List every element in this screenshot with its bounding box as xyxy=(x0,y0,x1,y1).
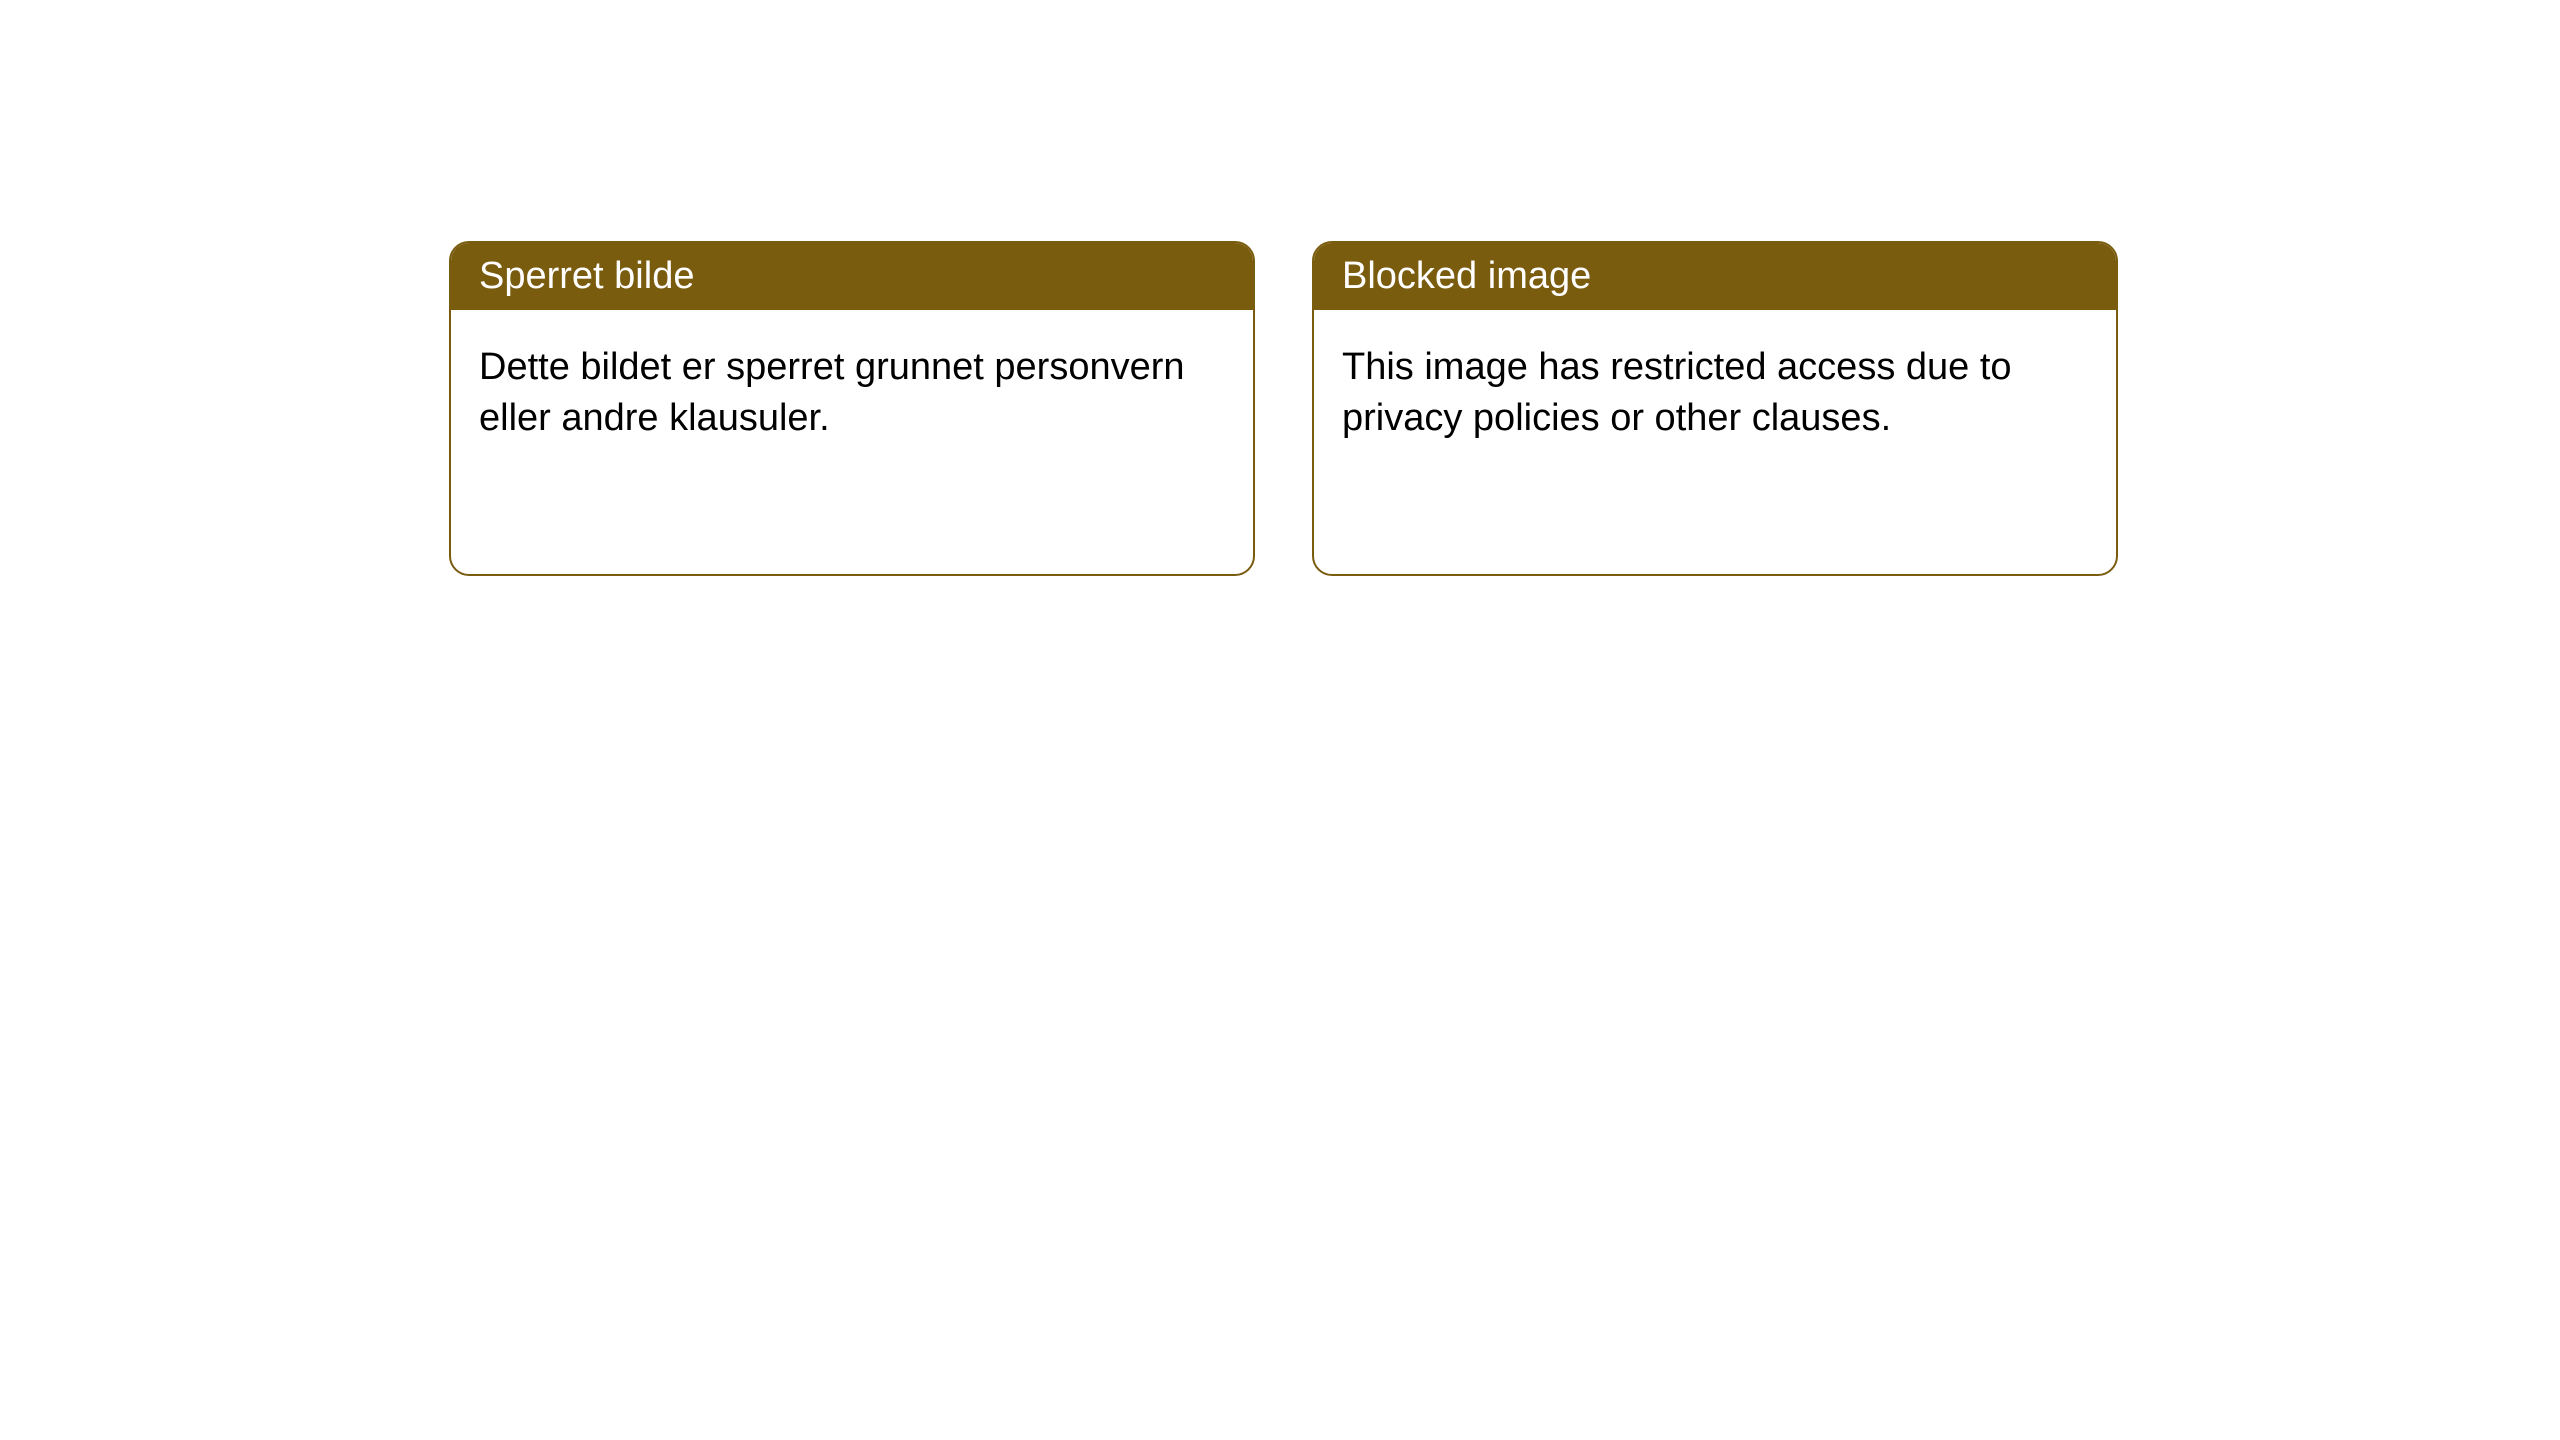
card-title: Sperret bilde xyxy=(479,255,694,297)
card-body: Dette bildet er sperret grunnet personve… xyxy=(451,310,1253,477)
card-body: This image has restricted access due to … xyxy=(1314,310,2116,477)
notice-container: Sperret bilde Dette bildet er sperret gr… xyxy=(0,0,2560,576)
card-message: This image has restricted access due to … xyxy=(1342,346,2012,439)
card-header: Sperret bilde xyxy=(451,243,1253,310)
card-message: Dette bildet er sperret grunnet personve… xyxy=(479,346,1185,439)
notice-card-norwegian: Sperret bilde Dette bildet er sperret gr… xyxy=(449,241,1255,576)
card-title: Blocked image xyxy=(1342,255,1591,297)
card-header: Blocked image xyxy=(1314,243,2116,310)
notice-card-english: Blocked image This image has restricted … xyxy=(1312,241,2118,576)
